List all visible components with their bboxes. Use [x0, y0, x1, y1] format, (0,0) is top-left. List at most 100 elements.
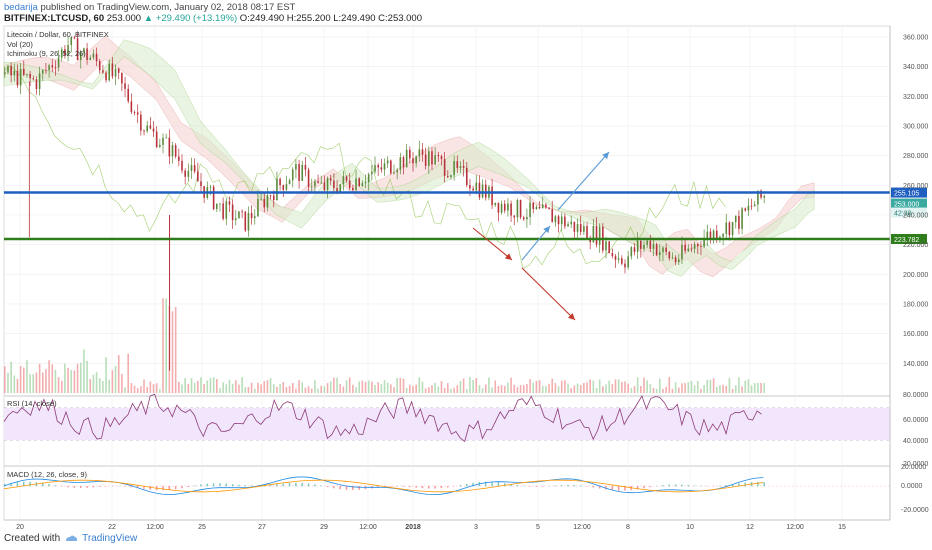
macd-hist-bar: [529, 486, 531, 487]
volume-bar: [431, 385, 433, 393]
volume-bar: [222, 382, 224, 393]
macd-hist-bar: [98, 486, 101, 487]
volume-bar: [108, 379, 111, 393]
down-arrow-1: [472, 227, 513, 261]
macd-hist-bar: [276, 484, 278, 487]
candle-body: [690, 248, 693, 250]
candle-body: [668, 252, 671, 259]
volume-bar: [722, 384, 724, 393]
ichimoku-title: Ichimoku (9, 26, 52, 26): [7, 49, 86, 58]
volume-bar: [342, 386, 345, 393]
candle-body: [234, 218, 237, 221]
macd-hist-bar: [29, 481, 31, 487]
candle-body: [26, 73, 28, 75]
macd-tick-label: 20.0000: [901, 464, 926, 471]
volume-bar: [317, 388, 319, 393]
volume-bar: [228, 379, 231, 393]
candle-body: [263, 198, 266, 208]
volume-bar: [526, 384, 528, 393]
candle-body: [434, 155, 436, 165]
candle-body: [497, 202, 500, 213]
volume-bar: [48, 360, 50, 393]
candle-body: [298, 164, 300, 181]
volume-bar: [282, 382, 285, 393]
candle-body: [336, 188, 338, 193]
macd-hist-bar: [320, 485, 322, 487]
macd-hist-bar: [592, 486, 595, 488]
candle-body: [228, 201, 231, 205]
candle-body: [744, 208, 747, 211]
macd-hist-bar: [428, 486, 430, 489]
candle-body: [140, 114, 142, 131]
volume-bar: [102, 381, 104, 393]
candle-body: [193, 165, 196, 172]
volume-bar: [266, 380, 269, 393]
macd-hist-bar: [269, 484, 272, 487]
volume-bar: [402, 378, 405, 393]
last-price-badge-bg: [891, 198, 927, 209]
volume-bar: [64, 363, 66, 393]
macd-hist-bar: [402, 486, 405, 487]
published-text: published on TradingView.com, January 02…: [40, 2, 296, 13]
candle-body: [216, 203, 218, 210]
volume-bar: [117, 354, 120, 393]
volume-bar: [712, 378, 715, 393]
macd-hist-bar: [440, 486, 443, 489]
volume-bar: [608, 380, 610, 393]
macd-hist-bar: [624, 486, 626, 491]
volume-bar: [326, 383, 329, 393]
volume-bar: [329, 381, 332, 393]
volume-bar: [140, 386, 142, 393]
candle-body: [643, 244, 645, 249]
volume-bar: [589, 379, 591, 393]
volume-bar: [390, 384, 392, 393]
candle-body: [35, 79, 38, 89]
author-link[interactable]: bedarija: [4, 2, 38, 13]
rsi-tick-label: 60.0000: [903, 417, 928, 424]
volume-bar: [687, 382, 690, 393]
time-tick-label: 29: [320, 524, 328, 531]
macd-hist-bar: [415, 486, 417, 488]
rsi-title: RSI (14, close): [7, 399, 57, 408]
volume-bar: [380, 384, 383, 393]
candle-body: [722, 233, 724, 237]
candle-body: [541, 204, 544, 209]
volume-bar: [614, 379, 617, 393]
volume-bar: [494, 380, 497, 393]
volume-bar: [279, 383, 281, 393]
volume-bar: [529, 379, 531, 393]
volume-bar: [405, 387, 408, 393]
volume-bar: [200, 377, 202, 393]
macd-hist-bar: [738, 483, 740, 487]
macd-hist-bar: [541, 486, 544, 487]
volume-bar: [152, 384, 155, 393]
main-title: Litecoin / Dollar, 60, BITFINEX: [7, 30, 109, 39]
candle-body: [583, 226, 585, 232]
candle-body: [136, 112, 139, 115]
volume-bar: [41, 372, 44, 393]
macd-hist-bar: [219, 483, 221, 487]
candle-body: [16, 70, 19, 86]
candle-body: [535, 206, 538, 210]
candle-body: [491, 186, 493, 206]
rsi-path: [3, 393, 762, 443]
candle-body: [219, 203, 221, 205]
candle-body: [681, 244, 683, 260]
volume-bar: [79, 362, 82, 393]
volume-bar: [367, 380, 370, 393]
macd-hist-bar: [143, 486, 145, 489]
volume-bar: [715, 386, 718, 393]
scenario-arrows[interactable]: [472, 151, 610, 321]
tradingview-brand[interactable]: TradingView: [82, 533, 138, 544]
volume-bar: [415, 384, 417, 393]
up-arrow-1: [521, 225, 551, 261]
support-badge-bg: [891, 234, 927, 245]
candle-body: [60, 49, 63, 58]
candle-body: [102, 70, 104, 73]
volume-bar: [22, 367, 25, 393]
horizontal-levels[interactable]: 255.105 253.000 42:30 223.782: [4, 187, 927, 245]
volume-bar: [111, 370, 114, 393]
macd-line: [3, 476, 764, 496]
